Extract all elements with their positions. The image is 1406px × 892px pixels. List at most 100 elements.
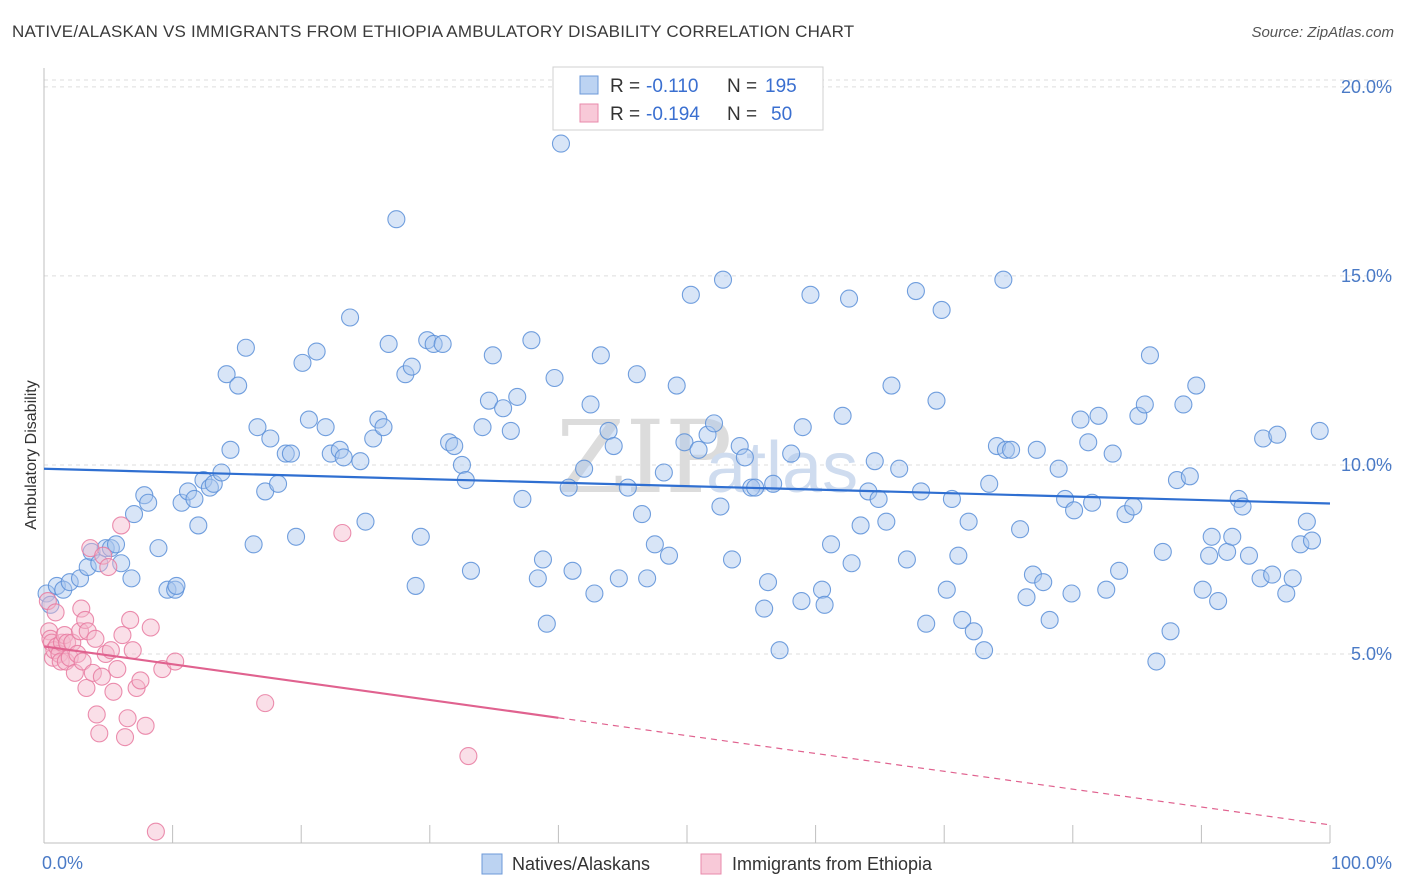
point-0-49	[351, 452, 370, 471]
point-0-67	[461, 561, 481, 580]
point-1-38	[115, 728, 135, 747]
point-0-77	[533, 550, 553, 569]
point-0-51	[364, 429, 383, 448]
bottom-legend: Natives/Alaskans Immigrants from Ethiopi…	[481, 853, 933, 875]
point-0-92	[632, 505, 652, 524]
point-0-31	[229, 376, 248, 395]
point-0-113	[770, 641, 789, 660]
point-0-129	[882, 376, 901, 395]
point-1-35	[108, 660, 127, 679]
point-0-143	[975, 641, 994, 660]
point-0-87	[599, 421, 618, 440]
point-0-42	[299, 410, 318, 429]
point-0-23	[185, 489, 204, 509]
point-0-127	[869, 489, 888, 509]
point-0-150	[1017, 588, 1036, 607]
point-0-176	[1180, 467, 1199, 486]
point-0-99	[681, 285, 700, 304]
point-0-38	[276, 444, 295, 463]
point-0-116	[793, 418, 812, 437]
point-0-71	[494, 399, 513, 418]
point-0-192	[1283, 569, 1302, 588]
series-ethiopia-points	[38, 516, 478, 841]
point-1-20	[73, 652, 92, 671]
point-0-146	[994, 270, 1013, 289]
point-1-37	[113, 626, 132, 645]
point-0-155	[1049, 459, 1068, 478]
x-tick-label-1: 100.0%	[1331, 853, 1392, 873]
point-0-136	[932, 300, 951, 320]
point-0-69	[479, 391, 499, 410]
point-0-41	[293, 353, 312, 372]
point-0-54	[379, 334, 398, 354]
legend-r-label-ethiopia: R =	[610, 104, 640, 125]
bottom-legend-label-ethiopia: Immigrants from Ethiopia	[732, 854, 933, 874]
point-0-110	[755, 599, 774, 618]
point-0-59	[411, 527, 430, 546]
point-1-27	[87, 705, 106, 724]
point-0-178	[1193, 580, 1212, 599]
top-legend: R = -0.110 N = 195 R = -0.194 N = 50	[552, 66, 824, 131]
point-0-65	[452, 455, 472, 475]
point-0-103	[711, 497, 730, 516]
watermark: ZIP atlas	[556, 399, 858, 516]
point-0-177	[1187, 376, 1206, 395]
point-0-76	[528, 569, 547, 588]
point-0-47	[334, 448, 353, 467]
point-0-165	[1110, 561, 1129, 580]
point-0-44	[316, 418, 335, 437]
point-0-17	[149, 539, 168, 558]
point-0-139	[949, 546, 968, 565]
point-0-50	[356, 512, 375, 531]
point-0-169	[1135, 395, 1154, 414]
point-0-90	[618, 478, 637, 497]
legend-n-label-natives: N =	[727, 76, 757, 97]
point-0-118	[812, 580, 832, 599]
point-0-121	[833, 406, 852, 425]
point-0-163	[1097, 580, 1116, 599]
point-1-6	[46, 603, 65, 622]
point-0-78	[537, 614, 556, 633]
point-1-23	[78, 622, 97, 641]
legend-swatch-natives	[579, 75, 599, 95]
point-0-132	[906, 281, 925, 301]
point-0-18	[158, 580, 177, 599]
point-0-131	[897, 550, 916, 569]
legend-swatch-ethiopia	[579, 103, 599, 123]
legend-n-value-ethiopia: 50	[771, 104, 792, 125]
point-0-83	[575, 459, 594, 478]
y-tick-label-0: 5.0%	[1351, 644, 1392, 664]
legend-n-label-ethiopia: N =	[727, 104, 757, 125]
point-0-36	[261, 429, 280, 448]
bottom-legend-label-natives: Natives/Alaskans	[512, 854, 650, 874]
trend-line-ethiopia	[43, 645, 559, 719]
point-0-3	[54, 580, 73, 599]
point-0-147	[996, 440, 1015, 459]
point-1-45	[141, 618, 160, 637]
point-0-180	[1202, 527, 1221, 546]
point-0-188	[1254, 429, 1273, 448]
point-0-25	[194, 471, 213, 490]
point-0-32	[236, 338, 255, 357]
point-0-182	[1218, 542, 1237, 561]
point-0-161	[1083, 493, 1102, 512]
point-0-97	[667, 376, 686, 395]
point-1-26	[86, 629, 105, 648]
point-0-183	[1223, 527, 1242, 546]
point-0-102	[704, 414, 724, 433]
point-0-4	[60, 573, 79, 592]
point-1-22	[77, 678, 96, 698]
point-0-137	[937, 580, 956, 599]
point-0-30	[221, 440, 240, 459]
point-0-53	[374, 418, 393, 437]
point-1-25	[83, 663, 102, 682]
point-1-9	[51, 652, 70, 671]
point-0-124	[851, 516, 870, 535]
point-0-82	[563, 561, 582, 580]
trend-line-ethiopia-extrapolated	[558, 717, 1331, 826]
legend-r-label-natives: R =	[610, 76, 640, 97]
point-0-149	[1011, 520, 1030, 539]
point-0-14	[124, 505, 144, 524]
point-0-187	[1251, 569, 1270, 588]
point-0-107	[735, 448, 754, 467]
